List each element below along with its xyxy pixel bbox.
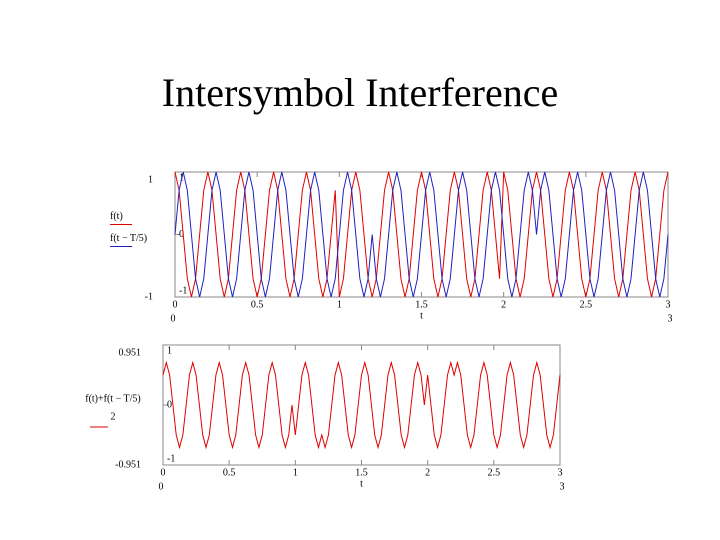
- corner-label: 3: [560, 481, 565, 492]
- series-line: [174, 171, 669, 298]
- corner-label: 0: [159, 481, 164, 492]
- slide-title: Intersymbol Interference: [162, 70, 558, 115]
- corner-label: 0.951: [119, 347, 142, 358]
- y-tick-label: 0: [179, 229, 184, 240]
- y-tick-label: -1: [179, 285, 187, 296]
- x-tick-label: 0.5: [223, 467, 236, 478]
- x-axis-label: t: [420, 310, 423, 321]
- x-tick-label: 1: [337, 299, 342, 310]
- y-axis-label: 2: [111, 411, 116, 422]
- legend-label: f(t − T/5): [110, 233, 147, 244]
- x-tick-label: 3: [666, 299, 671, 310]
- corner-label: 1: [148, 174, 153, 185]
- x-tick-label: 3: [558, 467, 563, 478]
- x-tick-label: 0.5: [251, 299, 264, 310]
- x-tick-label: 1.5: [415, 299, 428, 310]
- x-tick-label: 1: [293, 467, 298, 478]
- x-tick-label: 2.5: [488, 467, 501, 478]
- x-tick-label: 1.5: [355, 467, 368, 478]
- y-tick-label: 1: [167, 345, 172, 356]
- corner-label: -0.951: [115, 459, 141, 470]
- x-tick-label: 2: [425, 467, 430, 478]
- y-axis-label: f(t)+f(t − T/5): [85, 393, 141, 404]
- legend-label: f(t): [110, 211, 123, 222]
- x-tick-label: 2: [501, 299, 506, 310]
- x-tick-label: 0: [161, 467, 166, 478]
- y-tick-label: 0: [167, 399, 172, 410]
- x-tick-label: 0: [173, 299, 178, 310]
- series-line: [162, 360, 561, 450]
- corner-label: -1: [145, 291, 153, 302]
- corner-label: 3: [668, 313, 673, 324]
- x-axis-label: t: [360, 478, 363, 489]
- y-tick-label: -1: [167, 453, 175, 464]
- corner-label: 0: [171, 313, 176, 324]
- series-line: [174, 171, 669, 298]
- x-tick-label: 2.5: [580, 299, 593, 310]
